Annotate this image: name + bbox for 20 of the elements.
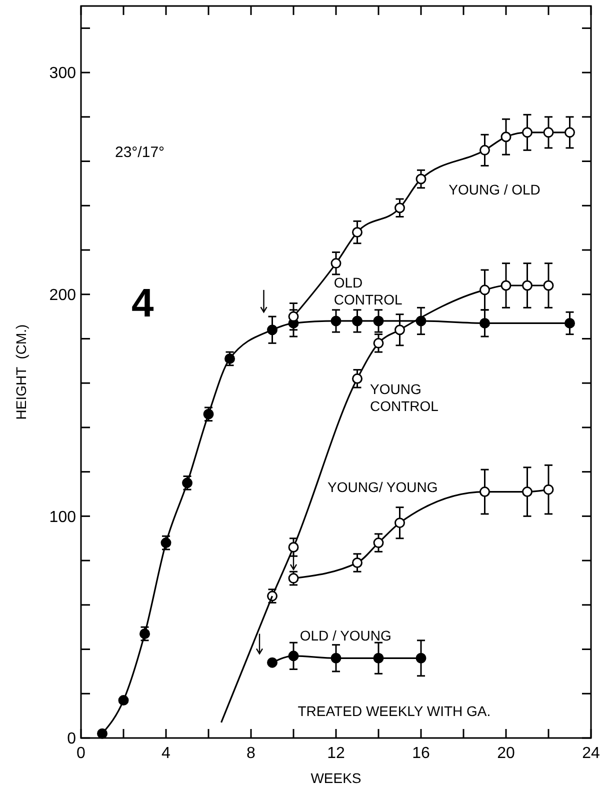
y-tick-label: 100 xyxy=(49,508,76,526)
series-label: YOUNG/ YOUNG xyxy=(328,478,438,495)
series-label: YOUNG CONTROL xyxy=(370,381,439,414)
series-label: OLD / YOUNG xyxy=(300,627,392,644)
series-label: YOUNG / OLD xyxy=(448,182,540,198)
y-axis-title: HEIGHT (CM.) xyxy=(13,324,29,420)
y-tick-label: 200 xyxy=(49,286,76,304)
y-tick-label: 300 xyxy=(49,65,76,82)
x-tick-label: 24 xyxy=(582,745,600,762)
y-tick-label: 0 xyxy=(67,730,76,748)
x-tick-label: 8 xyxy=(246,745,256,762)
x-axis-title: WEEKS xyxy=(310,770,362,786)
annotation: TREATED WEEKLY WITH GA. xyxy=(298,702,491,719)
series-label: OLD CONTROL xyxy=(334,274,403,308)
annotation: 23°/17° xyxy=(115,144,165,161)
x-tick-label: 20 xyxy=(497,745,515,762)
x-tick-label: 12 xyxy=(327,745,345,762)
x-tick-label: 16 xyxy=(412,745,430,762)
x-tick-label: 4 xyxy=(162,745,171,762)
annotation: 4 xyxy=(132,282,154,326)
